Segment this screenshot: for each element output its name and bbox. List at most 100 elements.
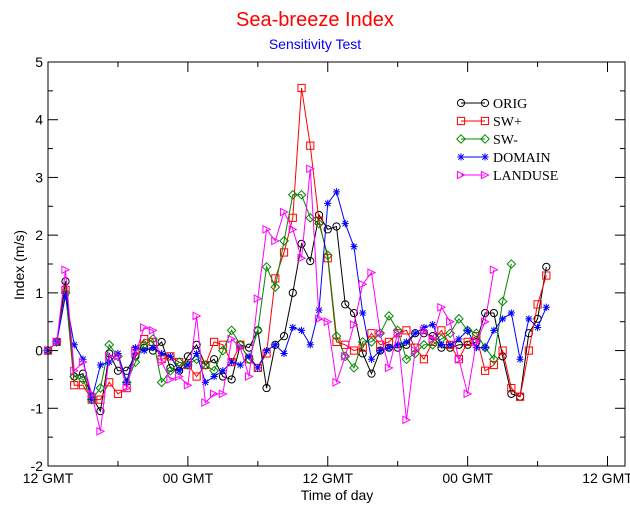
data-point-landuse xyxy=(402,415,412,425)
data-point-domain xyxy=(297,326,306,334)
data-point-domain xyxy=(140,346,148,355)
legend-label: SW- xyxy=(493,133,518,148)
legend-item-sw-: SW- xyxy=(456,133,518,148)
legend-item-sw-: SW+ xyxy=(456,115,522,130)
data-point-sw- xyxy=(480,342,491,353)
data-point-domain xyxy=(193,349,201,358)
data-point-landuse xyxy=(332,377,342,387)
data-point-landuse xyxy=(472,337,482,347)
y-tick-label: 1 xyxy=(35,285,43,301)
data-point-sw- xyxy=(306,141,315,150)
data-point-sw- xyxy=(165,365,176,376)
data-point-domain xyxy=(96,361,105,369)
data-point-orig xyxy=(507,389,516,398)
data-point-domain xyxy=(61,292,70,300)
data-point-landuse xyxy=(367,268,377,278)
data-point-sw- xyxy=(86,394,97,405)
data-point-sw- xyxy=(113,389,123,398)
series-domain xyxy=(44,188,550,404)
data-point-landuse xyxy=(192,311,202,321)
data-point-landuse xyxy=(489,265,499,275)
legend-marker xyxy=(456,170,466,180)
data-point-landuse xyxy=(297,253,307,263)
data-point-domain xyxy=(123,378,131,386)
data-point-sw- xyxy=(51,337,62,347)
data-point-landuse xyxy=(314,314,324,324)
legend-item-orig: ORIG xyxy=(456,97,527,112)
data-point-sw- xyxy=(515,392,525,401)
series-landuse xyxy=(43,164,499,436)
data-point-orig xyxy=(297,239,306,248)
data-point-orig xyxy=(227,375,236,384)
data-point-landuse xyxy=(419,325,429,335)
data-point-domain xyxy=(70,341,78,349)
data-point-sw- xyxy=(358,343,367,352)
data-point-domain xyxy=(350,243,358,251)
data-point-domain xyxy=(245,352,253,360)
legend-marker xyxy=(480,98,490,108)
chart-title: Sea-breeze Index xyxy=(236,9,394,31)
data-point-landuse xyxy=(140,323,149,332)
data-point-landuse xyxy=(446,317,455,327)
data-point-domain xyxy=(332,188,341,196)
data-point-landuse xyxy=(210,389,219,399)
data-point-sw- xyxy=(70,381,79,390)
x-tick-label: 00 GMT xyxy=(163,470,214,486)
legend-marker xyxy=(457,153,465,161)
data-point-sw- xyxy=(288,213,297,222)
data-point-orig xyxy=(367,369,376,378)
data-point-sw- xyxy=(506,259,517,269)
data-point-landuse xyxy=(70,366,79,376)
legend-marker xyxy=(456,116,466,126)
data-point-landuse xyxy=(393,328,403,338)
data-point-landuse xyxy=(131,349,141,358)
data-point-landuse xyxy=(183,380,193,390)
data-point-landuse xyxy=(384,363,394,373)
data-point-landuse xyxy=(218,389,228,399)
data-point-sw- xyxy=(192,372,201,381)
data-point-landuse xyxy=(358,279,368,289)
data-point-orig xyxy=(210,355,219,364)
data-point-sw- xyxy=(174,357,185,368)
data-point-domain xyxy=(306,341,314,349)
data-point-domain xyxy=(262,346,271,355)
data-point-orig xyxy=(349,308,359,318)
data-point-domain xyxy=(105,358,113,366)
data-point-domain xyxy=(420,323,428,332)
data-point-landuse xyxy=(376,328,385,338)
data-point-landuse xyxy=(253,294,263,304)
legend-item-domain: DOMAIN xyxy=(457,151,551,166)
legend-marker xyxy=(480,116,490,126)
chart-subtitle: Sensitivity Test xyxy=(269,36,361,52)
data-point-sw- xyxy=(78,381,88,390)
data-point-domain xyxy=(88,396,96,404)
data-point-sw- xyxy=(533,300,542,309)
data-point-landuse xyxy=(236,343,246,353)
data-point-domain xyxy=(158,349,166,358)
data-point-sw- xyxy=(287,189,298,200)
data-point-sw- xyxy=(375,328,386,339)
data-point-landuse xyxy=(87,389,97,399)
data-point-domain xyxy=(490,326,498,334)
data-point-sw- xyxy=(322,250,333,261)
data-point-sw- xyxy=(279,248,289,257)
data-point-landuse xyxy=(244,372,254,381)
data-point-sw- xyxy=(542,271,551,280)
data-point-landuse xyxy=(96,426,106,436)
data-point-domain xyxy=(219,367,227,375)
data-point-domain xyxy=(341,220,349,228)
data-point-sw- xyxy=(401,354,412,365)
data-point-orig xyxy=(306,257,315,266)
data-point-sw- xyxy=(410,348,421,359)
data-point-sw- xyxy=(367,329,376,338)
data-point-orig xyxy=(61,277,70,286)
data-point-landuse xyxy=(61,265,71,275)
data-point-domain xyxy=(236,361,244,369)
data-point-domain xyxy=(446,341,454,349)
data-point-sw- xyxy=(314,218,324,229)
data-point-sw- xyxy=(489,360,498,370)
data-point-sw- xyxy=(488,354,499,365)
data-point-landuse xyxy=(175,372,184,381)
data-point-domain xyxy=(507,309,515,317)
